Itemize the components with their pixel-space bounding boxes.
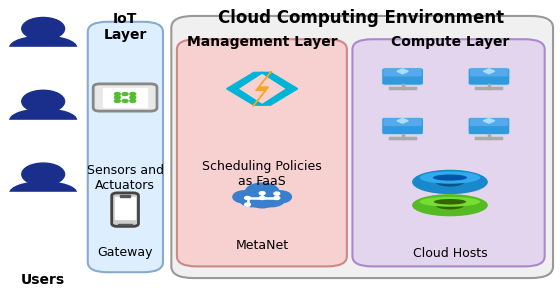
Polygon shape <box>483 118 494 123</box>
Ellipse shape <box>412 194 488 216</box>
Circle shape <box>22 90 64 113</box>
Ellipse shape <box>434 199 466 205</box>
Circle shape <box>114 96 120 99</box>
Circle shape <box>122 93 128 96</box>
Circle shape <box>114 99 120 103</box>
Circle shape <box>233 191 256 203</box>
Ellipse shape <box>412 170 488 194</box>
Ellipse shape <box>436 177 464 187</box>
Bar <box>6 120 80 133</box>
Circle shape <box>130 99 136 103</box>
Polygon shape <box>483 69 494 74</box>
Bar <box>103 88 147 107</box>
Ellipse shape <box>436 201 464 209</box>
Ellipse shape <box>419 197 480 207</box>
Text: Cloud Hosts: Cloud Hosts <box>413 248 487 260</box>
Ellipse shape <box>10 36 77 59</box>
FancyBboxPatch shape <box>470 69 508 76</box>
Circle shape <box>250 195 275 208</box>
FancyBboxPatch shape <box>468 68 510 85</box>
Text: Cloud Computing Environment: Cloud Computing Environment <box>218 9 504 27</box>
Circle shape <box>259 192 265 195</box>
Polygon shape <box>397 118 408 123</box>
Circle shape <box>122 99 128 103</box>
FancyBboxPatch shape <box>88 22 163 272</box>
Ellipse shape <box>419 171 480 184</box>
Circle shape <box>274 196 280 200</box>
Circle shape <box>22 163 64 186</box>
Text: Management Layer: Management Layer <box>187 35 338 49</box>
FancyBboxPatch shape <box>384 118 422 126</box>
Circle shape <box>245 203 250 206</box>
Circle shape <box>245 196 250 200</box>
Bar <box>6 47 80 61</box>
Circle shape <box>245 183 279 201</box>
Polygon shape <box>397 69 408 74</box>
Circle shape <box>259 196 265 200</box>
Circle shape <box>130 96 136 99</box>
Polygon shape <box>227 72 263 105</box>
Circle shape <box>268 191 291 203</box>
FancyBboxPatch shape <box>171 16 553 278</box>
Polygon shape <box>262 72 298 105</box>
Text: Users: Users <box>21 273 66 287</box>
Text: Compute Layer: Compute Layer <box>391 35 509 49</box>
Bar <box>115 197 135 219</box>
FancyBboxPatch shape <box>352 39 545 266</box>
Circle shape <box>114 93 120 96</box>
Text: IoT
Layer: IoT Layer <box>104 11 147 42</box>
FancyBboxPatch shape <box>111 193 138 226</box>
Text: Scheduling Policies
as FaaS: Scheduling Policies as FaaS <box>202 160 322 188</box>
Text: Sensors and
Actuators: Sensors and Actuators <box>87 164 164 193</box>
FancyBboxPatch shape <box>382 68 423 85</box>
Circle shape <box>130 93 136 96</box>
Bar <box>118 224 132 225</box>
Ellipse shape <box>10 109 77 132</box>
Text: MetaNet: MetaNet <box>236 239 289 252</box>
Circle shape <box>258 193 284 207</box>
FancyBboxPatch shape <box>93 84 157 111</box>
Bar <box>120 195 130 197</box>
FancyBboxPatch shape <box>177 39 347 266</box>
Polygon shape <box>253 71 272 106</box>
Ellipse shape <box>10 182 77 205</box>
FancyBboxPatch shape <box>384 69 422 76</box>
Ellipse shape <box>433 175 467 181</box>
FancyBboxPatch shape <box>382 117 423 135</box>
FancyBboxPatch shape <box>468 117 510 135</box>
Circle shape <box>240 193 267 207</box>
Bar <box>6 193 80 206</box>
Text: Gateway: Gateway <box>97 246 153 259</box>
Circle shape <box>22 17 64 40</box>
Circle shape <box>274 192 280 195</box>
FancyBboxPatch shape <box>470 118 508 126</box>
